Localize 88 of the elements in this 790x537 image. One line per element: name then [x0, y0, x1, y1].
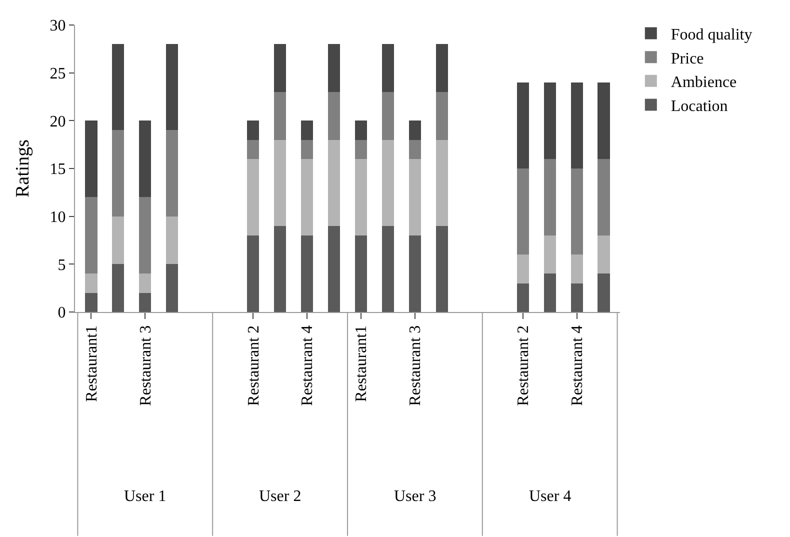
bar	[516, 82, 529, 168]
bar	[598, 235, 610, 274]
bar	[139, 274, 152, 293]
legend-label: Price	[670, 50, 704, 68]
bar	[247, 120, 260, 140]
bar	[166, 44, 178, 130]
bar	[570, 82, 583, 168]
bar	[544, 235, 556, 274]
bar	[300, 235, 314, 312]
bar	[247, 158, 260, 236]
bar	[300, 158, 314, 236]
bar	[139, 292, 152, 312]
bar	[166, 216, 178, 264]
x-tick-label: Restaurant 3	[407, 325, 424, 406]
text: User 1	[124, 488, 166, 505]
bar	[85, 292, 98, 312]
bar	[544, 158, 556, 236]
bar	[139, 120, 152, 198]
bar	[328, 226, 340, 312]
bar	[274, 44, 286, 92]
bar	[570, 168, 583, 255]
y-tick-label: 0	[58, 304, 66, 322]
bar	[382, 226, 394, 312]
y-tick-label: 30	[50, 18, 66, 35]
x-tick-label: Restaurant 2	[515, 325, 532, 406]
bar	[570, 254, 583, 284]
y-tick-label: 25	[50, 65, 66, 82]
text: User 3	[394, 488, 436, 505]
bar	[516, 168, 529, 255]
bar	[328, 44, 340, 92]
bar	[382, 140, 394, 226]
bar	[85, 197, 98, 274]
bar	[166, 264, 178, 312]
bar	[274, 92, 286, 140]
y-tick-label: 5	[58, 256, 66, 274]
bar	[436, 92, 448, 140]
bar	[354, 140, 368, 159]
bar	[408, 120, 422, 140]
bar	[354, 120, 368, 140]
bar	[544, 274, 556, 312]
bar	[328, 140, 340, 226]
bar	[382, 92, 394, 140]
bar	[354, 235, 368, 312]
x-tick-label: Restaurant 4	[299, 325, 316, 406]
x-tick-label: Restaurant1	[353, 325, 370, 402]
bar	[408, 140, 422, 159]
bar	[408, 158, 422, 236]
bar	[544, 82, 556, 159]
bar	[112, 264, 124, 312]
bar	[300, 120, 314, 140]
x-tick-label: Restaurant1	[83, 325, 100, 402]
y-tick-label: 15	[50, 161, 66, 178]
bar	[85, 274, 98, 293]
bar	[274, 140, 286, 226]
y-tick-label: 10	[50, 208, 66, 226]
bar	[247, 140, 260, 159]
text: User 4	[529, 488, 572, 505]
bar	[112, 216, 124, 264]
bar	[139, 197, 152, 274]
bar	[598, 82, 610, 159]
bar	[112, 44, 124, 130]
bar	[516, 254, 529, 284]
bar	[85, 120, 98, 198]
bar	[382, 44, 394, 92]
y-tick-label: 20	[50, 113, 66, 130]
text: User 2	[259, 488, 302, 505]
bar	[598, 158, 610, 236]
bar	[436, 140, 448, 226]
bar	[570, 283, 583, 312]
bar	[300, 140, 314, 159]
bar	[354, 158, 368, 236]
bar	[516, 283, 529, 312]
bar	[598, 274, 610, 312]
bar	[166, 130, 178, 216]
y-axis-title: Ratings	[12, 139, 34, 198]
bar	[274, 226, 286, 312]
legend-label: Food quality	[670, 26, 752, 44]
bar	[112, 130, 124, 216]
x-tick-label: Restaurant 3	[137, 325, 154, 406]
legend-label: Ambience	[670, 74, 737, 92]
x-tick-label: Restaurant 4	[569, 325, 586, 406]
bar	[328, 92, 340, 140]
legend-label: Location	[670, 98, 728, 115]
bar	[247, 235, 260, 312]
bar	[408, 235, 422, 312]
x-tick-label: Restaurant 2	[245, 325, 262, 406]
bar	[436, 226, 448, 312]
bar	[436, 44, 448, 92]
